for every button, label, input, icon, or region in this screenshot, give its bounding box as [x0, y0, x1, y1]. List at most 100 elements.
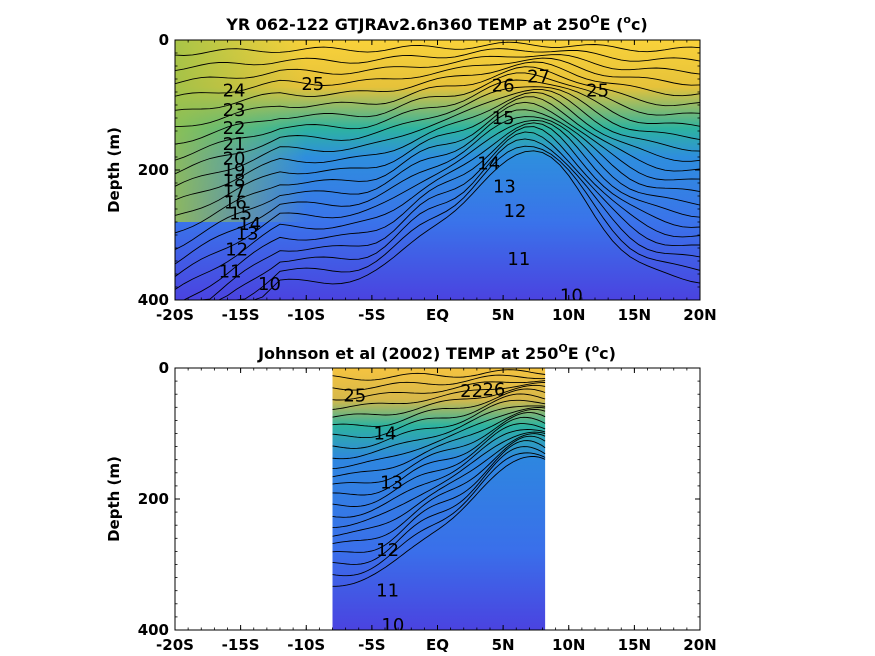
isotherm-line: [332, 399, 546, 449]
isotherm-line: [175, 89, 700, 187]
contour-label: 14: [477, 154, 500, 175]
title-top: YR 062-122 GTJRAv2.6n360 TEMP at 250OE (…: [225, 13, 647, 34]
contour-label: 11: [507, 249, 530, 270]
y-tick-label: 400: [138, 291, 169, 309]
x-tick-label: 20N: [683, 306, 716, 324]
isotherm-line: [175, 119, 700, 277]
isotherm-line: [332, 429, 546, 518]
x-tick-label: -10S: [287, 306, 325, 324]
y-tick-label: 200: [138, 161, 169, 179]
isotherm-line: [332, 405, 546, 460]
x-tick-label: 20N: [683, 636, 716, 654]
x-tick-label: -5S: [358, 306, 385, 324]
panel-top: YR 062-122 GTJRAv2.6n360 TEMP at 250OE (…: [105, 13, 717, 324]
isotherm-line: [175, 131, 700, 300]
x-tick-label: -15S: [222, 306, 260, 324]
contour-label: 27: [527, 66, 550, 87]
y-tick-label: 200: [138, 490, 169, 508]
contour-label: 10: [258, 274, 281, 295]
contour-label: 13: [380, 473, 403, 494]
isotherm-line: [332, 407, 546, 470]
isotherm-line: [332, 431, 546, 529]
contour-label: 25: [343, 386, 366, 407]
isotherm-line: [175, 54, 700, 85]
isotherm-line: [332, 452, 546, 577]
isotherms-top: [175, 41, 700, 300]
isotherm-line: [175, 145, 700, 300]
y-tick-label: 0: [159, 31, 169, 49]
isotherm-line: [332, 435, 546, 545]
isotherm-line: [175, 41, 700, 56]
contour-label: 14: [374, 424, 397, 445]
panel-bottom: Johnson et al (2002) TEMP at 250OE (oc) …: [105, 342, 717, 654]
contour-label: 10: [381, 615, 404, 636]
x-tick-label: 15N: [618, 306, 651, 324]
contour-label: 11: [219, 261, 242, 282]
isotherm-line: [175, 122, 700, 290]
isotherm-line: [175, 109, 700, 251]
isotherm-line: [175, 96, 700, 216]
contour-label: 22: [223, 118, 246, 139]
contour-label: 14: [238, 214, 261, 235]
temperature-field-shade-top: [175, 40, 700, 222]
contour-labels-bottom: 25 22 26 14 13 12 11 10: [343, 380, 505, 636]
contour-label: 17: [223, 181, 246, 202]
contour-label: 15: [229, 204, 252, 225]
contour-label: 19: [223, 160, 246, 181]
isotherm-line: [175, 150, 700, 300]
isotherm-line: [332, 440, 546, 553]
isotherm-line: [332, 408, 546, 478]
isotherm-line: [332, 456, 546, 587]
contour-label: 26: [482, 380, 505, 401]
x-tick-label: 5N: [492, 636, 515, 654]
ylabel-top: Depth (m): [105, 127, 123, 213]
isotherm-line: [175, 138, 700, 300]
contour-label: 24: [223, 81, 246, 102]
contour-label: 25: [586, 81, 609, 102]
ylabel-bottom: Depth (m): [105, 456, 123, 542]
contour-label: 16: [224, 193, 247, 214]
isotherm-line: [332, 374, 546, 391]
x-tick-label: -5S: [358, 636, 385, 654]
contour-label: 12: [225, 239, 248, 260]
contour-label: 26: [492, 76, 515, 97]
isotherm-line: [175, 61, 700, 111]
isotherms-bottom: [332, 369, 546, 587]
y-axis-top: 0 200 400: [138, 31, 700, 309]
isotherm-line: [175, 72, 700, 145]
isotherm-line: [332, 393, 546, 439]
y-axis-bottom: 0 200 400: [138, 359, 700, 639]
isotherm-line: [175, 66, 700, 128]
x-tick-label: -20S: [156, 306, 194, 324]
x-tick-label: -10S: [287, 636, 325, 654]
contour-label: 18: [223, 170, 246, 191]
x-tick-label: -15S: [222, 636, 260, 654]
x-tick-label: EQ: [426, 306, 449, 324]
x-tick-label: 5N: [492, 306, 515, 324]
x-tick-label: 15N: [618, 636, 651, 654]
contour-label: 12: [376, 540, 399, 561]
isotherm-line: [332, 380, 546, 401]
isotherm-line: [175, 48, 700, 72]
isotherm-line: [332, 416, 546, 496]
isotherm-line: [332, 412, 546, 485]
isotherm-line: [175, 79, 700, 161]
x-tick-label: 10N: [552, 636, 585, 654]
x-axis-top: -20S -15S -10S -5S EQ 5N 10N 15N 20N: [156, 40, 717, 324]
title-bottom: Johnson et al (2002) TEMP at 250OE (oc): [257, 342, 616, 363]
contour-label: 20: [223, 148, 246, 169]
x-axis-bottom: -20S -15S -10S -5S EQ 5N 10N 15N 20N: [156, 368, 717, 654]
isotherm-line: [175, 57, 700, 97]
isotherm-line: [332, 382, 546, 410]
temperature-field-bottom: [332, 368, 546, 630]
isotherm-line: [175, 86, 700, 175]
contour-label: 23: [223, 100, 246, 121]
contour-label: 15: [492, 108, 515, 129]
x-tick-label: EQ: [426, 636, 449, 654]
x-tick-label: -20S: [156, 636, 194, 654]
isotherm-line: [332, 423, 546, 507]
contour-label: 10: [560, 285, 583, 306]
isotherm-line: [332, 433, 546, 537]
isotherm-line: [175, 91, 700, 201]
